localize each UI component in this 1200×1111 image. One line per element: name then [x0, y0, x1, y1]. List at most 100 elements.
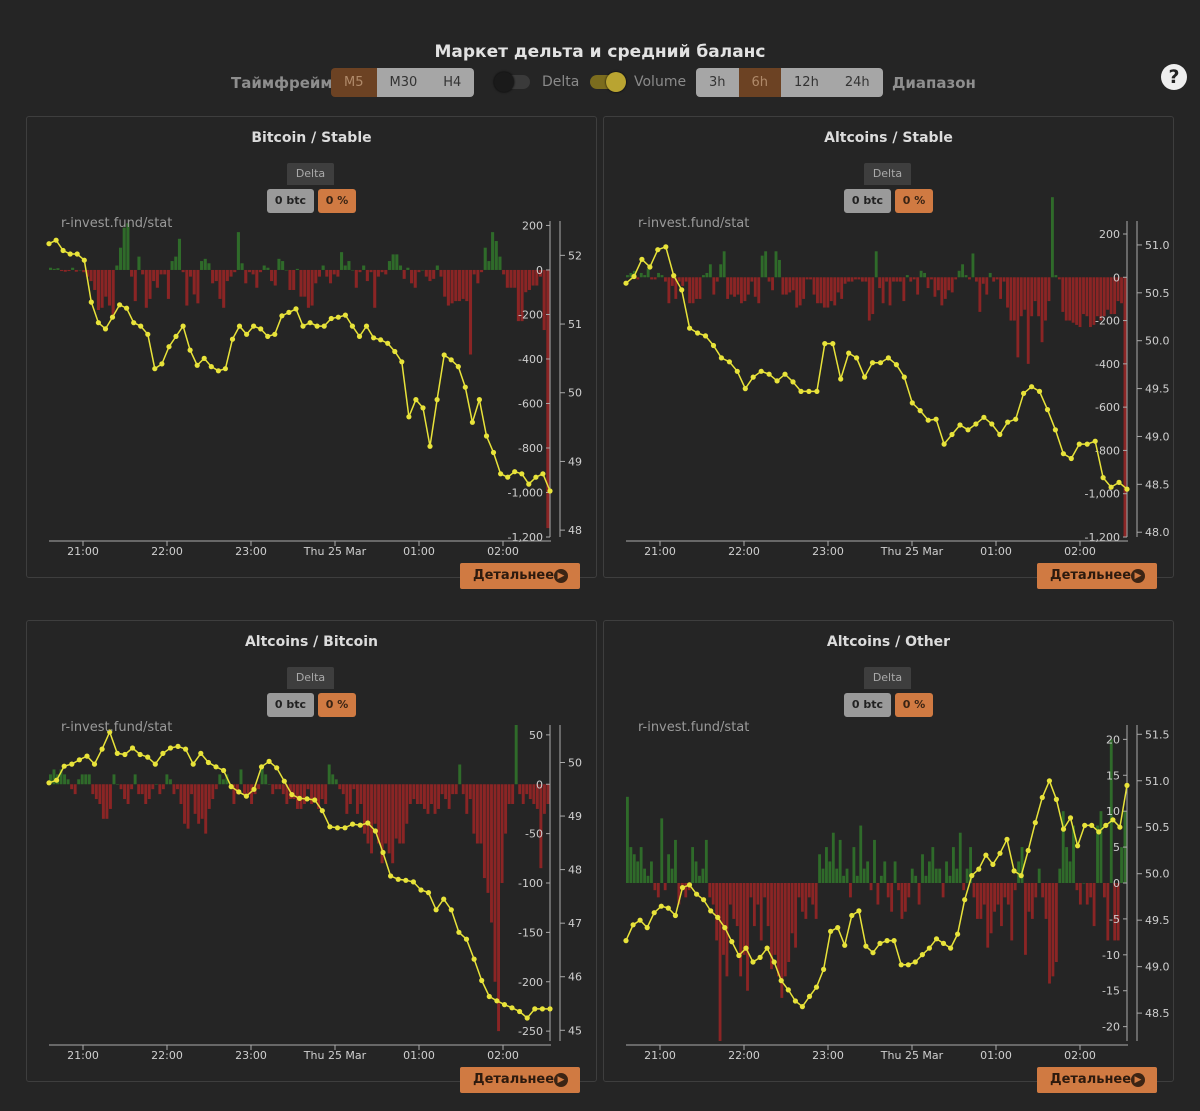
delta-bar	[1064, 277, 1068, 321]
range-3h-button[interactable]: 3h	[696, 68, 739, 97]
details-button[interactable]: Детальнее ▶	[460, 1067, 580, 1093]
delta-bar	[828, 861, 832, 883]
x-tick-label: 01:00	[980, 545, 1012, 557]
balance-point	[490, 449, 497, 456]
delta-bar	[437, 784, 441, 809]
delta-bar	[910, 868, 914, 883]
delta-bar	[788, 277, 792, 293]
delta-bar	[1092, 883, 1096, 927]
details-button[interactable]: Детальнее ▶	[1037, 1067, 1157, 1093]
delta-bar	[218, 774, 222, 785]
delta-bar	[936, 277, 940, 291]
delta-bar	[116, 784, 119, 785]
delta-tab[interactable]: Delta	[287, 163, 334, 185]
delta-toggle[interactable]	[494, 72, 530, 92]
delta-bar	[677, 277, 681, 282]
range-6h-button[interactable]: 6h	[738, 68, 782, 97]
delta-bar	[1102, 277, 1106, 317]
balance-point	[410, 879, 416, 885]
delta-bar	[498, 256, 502, 270]
x-tick-label: 22:00	[151, 1049, 183, 1061]
delta-bar	[539, 784, 543, 869]
delta-bar	[359, 784, 363, 804]
balance-tick-label: 50	[568, 756, 582, 769]
delta-bar	[532, 784, 536, 804]
delta-bar	[965, 868, 969, 883]
delta-bar	[971, 253, 975, 278]
volume-toggle[interactable]	[590, 72, 626, 92]
delta-bar	[472, 784, 476, 834]
timeframe-h4-button[interactable]: H4	[430, 68, 475, 97]
delta-bar	[325, 269, 329, 277]
balance-point	[342, 825, 348, 831]
x-tick-label: 01:00	[403, 1049, 435, 1061]
details-button[interactable]: Детальнее ▶	[1037, 563, 1157, 589]
range-12h-button[interactable]: 12h	[781, 68, 832, 97]
delta-bar	[849, 883, 852, 898]
delta-bar	[384, 784, 388, 844]
balance-point	[266, 758, 272, 764]
delta-bar	[461, 784, 465, 795]
balance-point	[46, 780, 52, 786]
details-button[interactable]: Детальнее ▶	[460, 563, 580, 589]
balance-point	[750, 374, 756, 380]
delta-bar	[938, 868, 942, 883]
delta-bar	[244, 269, 248, 284]
delta-bar	[500, 784, 504, 883]
delta-bar	[479, 784, 483, 844]
delta-bar	[822, 277, 826, 308]
delta-bar	[486, 784, 490, 893]
delta-bar	[84, 774, 88, 785]
delta-bar	[190, 784, 194, 795]
delta-bar	[225, 774, 229, 785]
delta-bar	[514, 725, 518, 785]
delta-bar	[465, 269, 469, 302]
balance-point	[948, 945, 954, 951]
delta-bar	[321, 265, 325, 270]
balance-point	[208, 364, 214, 370]
balance-point	[981, 414, 987, 420]
balance-point	[175, 743, 181, 749]
delta-bar	[1057, 277, 1061, 280]
delta-bar	[626, 275, 629, 278]
delta-bar	[126, 223, 130, 270]
range-24h-button[interactable]: 24h	[831, 68, 883, 97]
delta-tab[interactable]: Delta	[864, 667, 911, 689]
delta-bar	[542, 269, 546, 331]
delta-tick-label: -1,000	[508, 486, 543, 499]
balance-tick-label: 48.0	[1145, 526, 1170, 539]
delta-bar	[391, 254, 395, 270]
delta-bar	[773, 883, 777, 955]
delta-bar	[833, 277, 837, 306]
delta-tab[interactable]: Delta	[864, 163, 911, 185]
delta-bar	[750, 277, 754, 282]
balance-point	[655, 247, 661, 253]
delta-tick-label: -600	[518, 397, 543, 410]
delta-bar	[907, 883, 911, 898]
help-icon[interactable]: ?	[1161, 64, 1187, 90]
delta-tick-label: -50	[525, 828, 543, 841]
balance-point	[388, 873, 394, 879]
balance-point	[1046, 778, 1052, 784]
delta-bar	[1030, 277, 1034, 317]
balance-tick-label: 51	[568, 318, 582, 331]
balance-point	[1032, 820, 1038, 826]
balance-point	[258, 764, 265, 770]
delta-bar	[698, 875, 701, 883]
delta-tab[interactable]: Delta	[287, 667, 334, 689]
balance-point	[933, 936, 940, 942]
delta-bar	[482, 784, 486, 879]
balance-point	[1005, 419, 1011, 425]
balance-point	[228, 784, 234, 790]
timeframe-m30-button[interactable]: M30	[376, 68, 431, 97]
delta-bar	[130, 269, 134, 277]
balance-point	[296, 795, 303, 801]
delta-bar	[331, 774, 335, 785]
delta-bar	[200, 261, 204, 270]
timeframe-m5-button[interactable]: M5	[331, 68, 377, 97]
delta-bar	[446, 269, 450, 306]
balance-point	[350, 821, 356, 827]
balance-point	[623, 938, 629, 944]
balance-point	[647, 264, 653, 270]
delta-bar	[867, 277, 871, 321]
